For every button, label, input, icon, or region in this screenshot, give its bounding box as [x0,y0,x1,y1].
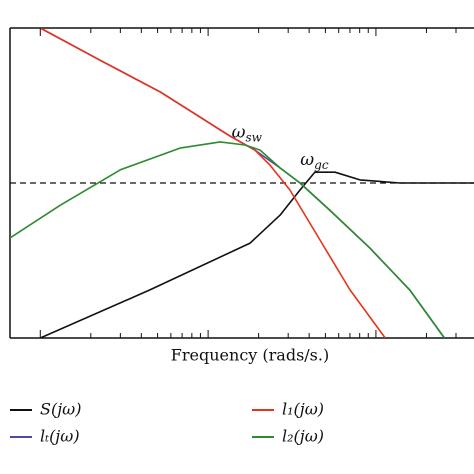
plot-area [10,28,474,338]
legend-label: S(jω) [40,400,81,419]
x-axis-label: Frequency (rads/s.) [171,346,329,365]
legend-label: l₂(jω) [282,427,324,446]
legend-label: l₁(jω) [282,400,324,419]
series-line [39,28,386,338]
annotation-symbol: ω [232,122,246,142]
legend-label: lₜ(jω) [40,427,80,446]
annotation: ωgc [300,149,329,171]
annotation-subscript: sw [246,130,263,144]
annotation-subscript: gc [314,157,329,171]
series-line [10,141,446,338]
annotation-symbol: ω [300,149,314,169]
annotation: ωsw [232,122,263,144]
legend: S(jω) lₜ(jω) l₁(jω) l₂(jω) [10,400,324,446]
series-line [39,171,474,338]
